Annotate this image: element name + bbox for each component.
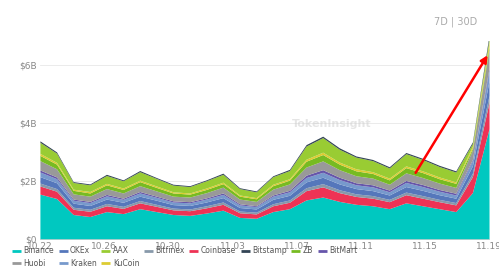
Legend: Binance, Huobi, OKEx, Kraken, AAX, KuCoin, Bitfinex, Coinbase, Bitstamp, ZB, Bit: Binance, Huobi, OKEx, Kraken, AAX, KuCoi… [9, 243, 360, 271]
Text: ◈: ◈ [12, 14, 23, 28]
Text: TokenInsight: TokenInsight [292, 119, 372, 130]
Text: BTC Historical Trading Volume: BTC Historical Trading Volume [35, 15, 236, 28]
Text: 7D | 30D: 7D | 30D [434, 16, 478, 27]
